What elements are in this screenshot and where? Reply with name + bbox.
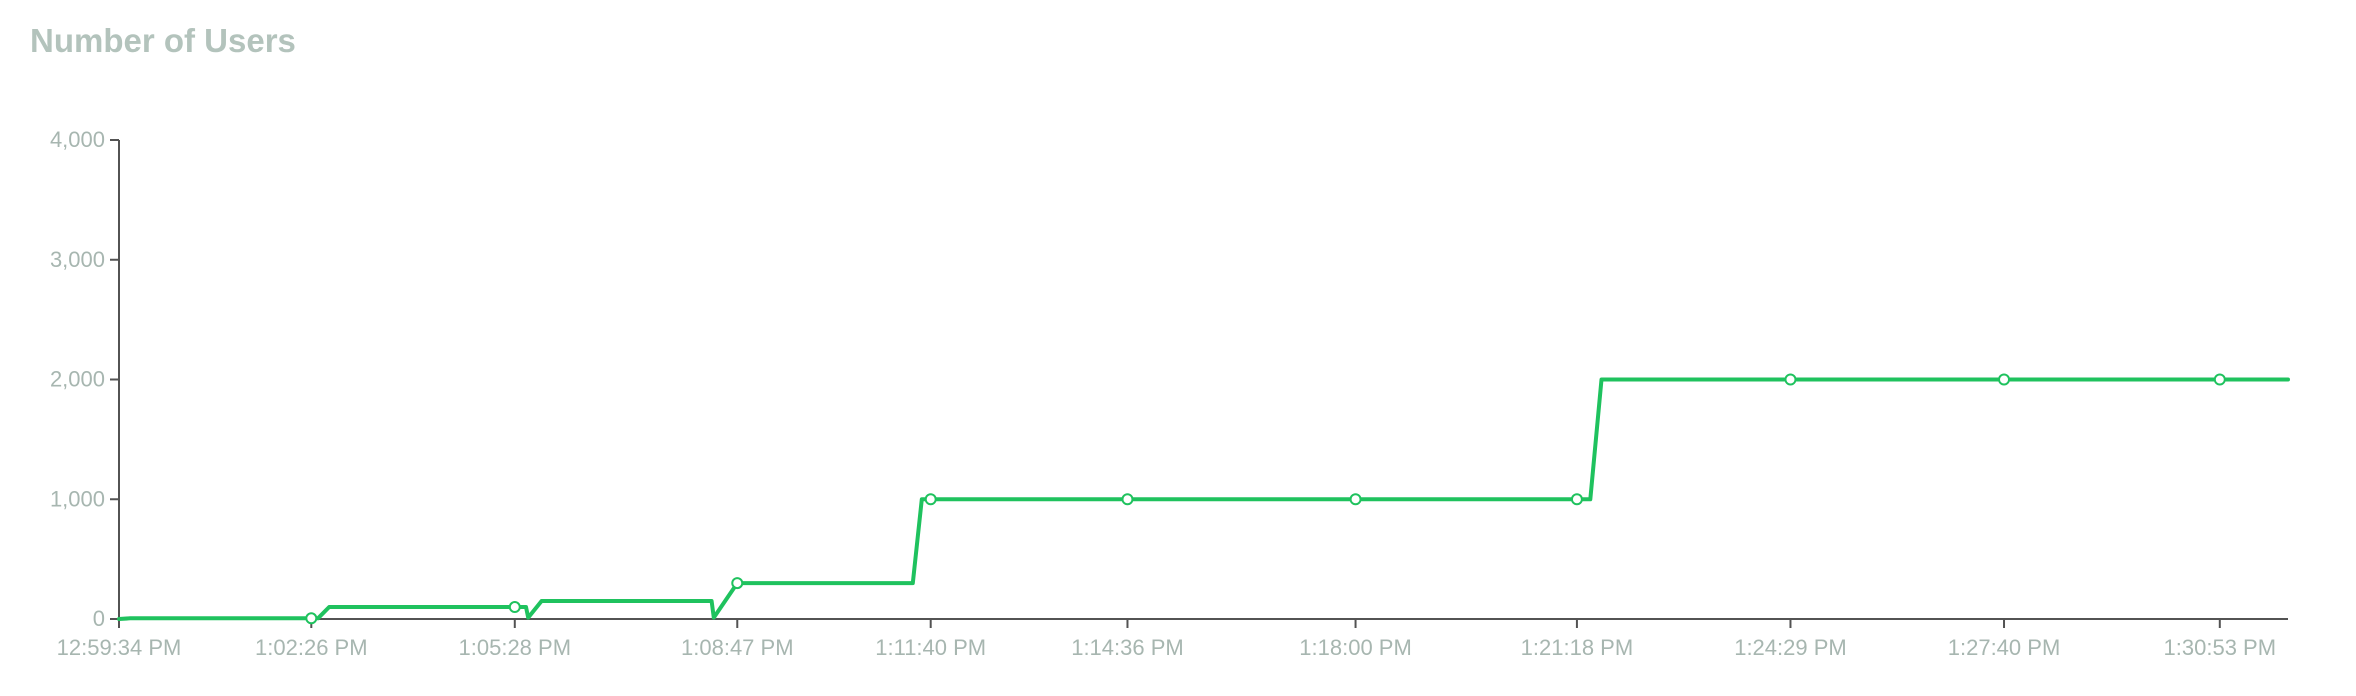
x-tick-label: 1:02:26 PM [255, 635, 368, 660]
data-point[interactable] [1784, 373, 1797, 386]
data-point[interactable] [1570, 493, 1583, 506]
data-point[interactable] [731, 577, 744, 590]
data-point[interactable] [508, 601, 521, 614]
x-tick-label: 1:14:36 PM [1071, 635, 1184, 660]
y-tick-label: 4,000 [50, 127, 105, 152]
x-tick-label: 1:21:18 PM [1521, 635, 1634, 660]
x-axis: 12:59:34 PM 1:02:26 PM 1:05:28 PM 1:08:47 P… [57, 618, 2288, 660]
x-tick-label: 1:30:53 PM [2164, 635, 2277, 660]
series-line [117, 377, 2290, 621]
data-point[interactable] [924, 493, 937, 506]
data-point[interactable] [1121, 493, 1134, 506]
y-tick-label: 0 [93, 606, 105, 631]
x-tick-label: 1:08:47 PM [681, 635, 794, 660]
chart-title: Number of Users [30, 22, 296, 59]
x-tick-label: 1:05:28 PM [459, 635, 572, 660]
data-point[interactable] [2213, 373, 2226, 386]
series-layer [117, 373, 2290, 625]
x-tick-label: 1:11:40 PM [875, 635, 986, 660]
y-tick-label: 3,000 [50, 247, 105, 272]
x-tick-label: 12:59:34 PM [57, 635, 182, 660]
data-point[interactable] [305, 612, 318, 625]
x-tick-label: 1:18:00 PM [1299, 635, 1412, 660]
data-point[interactable] [1998, 373, 2011, 386]
y-tick-label: 1,000 [50, 486, 105, 511]
y-axis: 0 1,000 2,000 3,000 4,000 [50, 127, 120, 631]
x-tick-label: 1:27:40 PM [1948, 635, 2061, 660]
y-tick-label: 2,000 [50, 367, 105, 392]
x-tick-label: 1:24:29 PM [1734, 635, 1847, 660]
data-point[interactable] [1349, 493, 1362, 506]
